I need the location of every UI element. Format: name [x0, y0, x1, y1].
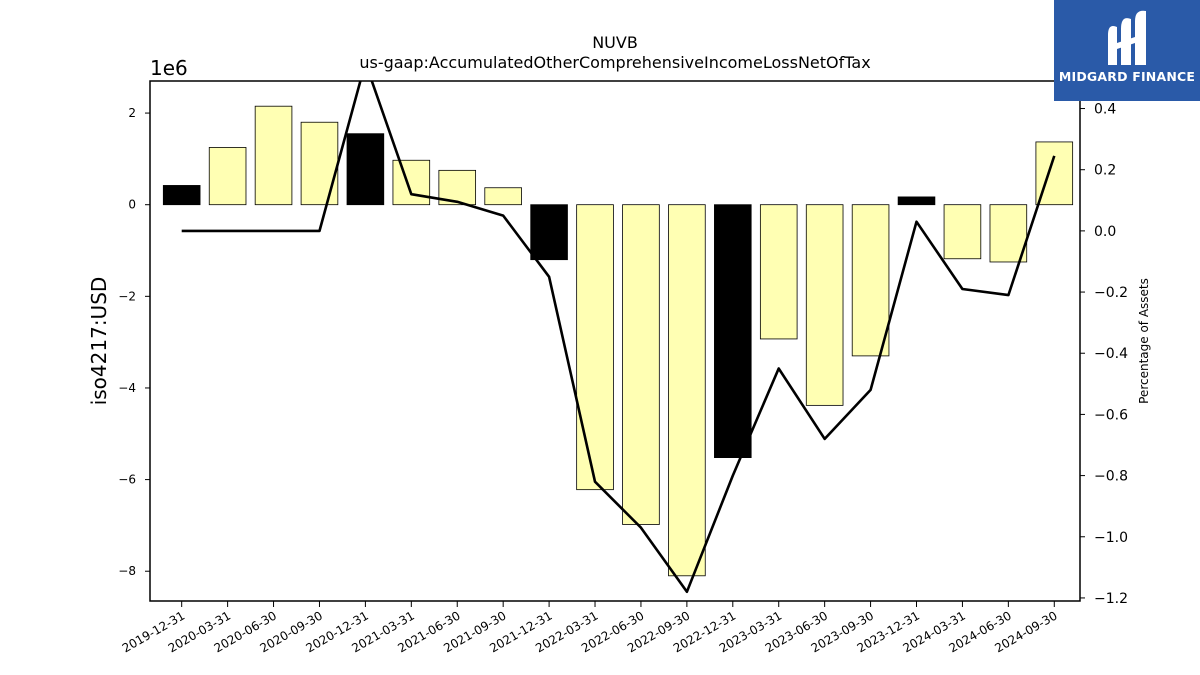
bar: [622, 204, 660, 525]
chart-title: NUVB: [592, 33, 638, 52]
y-right-tick-label: −0.4: [1094, 346, 1128, 362]
y-axis-right-label: Percentage of Assets: [1137, 278, 1151, 404]
bar: [805, 204, 844, 406]
bar: [484, 187, 522, 206]
y-tick-label: −4: [118, 381, 136, 395]
bar: [714, 204, 752, 458]
bar: [668, 204, 706, 577]
y-right-tick-label: −0.2: [1094, 285, 1128, 301]
bar: [162, 185, 201, 206]
bar: [851, 204, 890, 357]
y-axis-label: iso4217:USD: [87, 277, 111, 406]
bar: [576, 204, 614, 491]
y-right-tick-label: −0.6: [1094, 407, 1128, 423]
chart-subtitle: us-gaap:AccumulatedOtherComprehensiveInc…: [359, 53, 870, 72]
bar: [759, 204, 798, 340]
y-multiplier-label: 1e6: [150, 56, 188, 80]
bar: [989, 204, 1028, 263]
y-tick-label: −2: [118, 289, 136, 303]
plot-area: 2 0 −2 −4 −6 −8 0.4 0.2 0.0 −0.2 −0.4 −0.6 −0.8 −1.0 −…: [118, 81, 1128, 655]
y-tick-label: 0: [128, 198, 136, 212]
midgard-finance-logo: MIDGARD FINANCE: [1054, 0, 1200, 101]
y-tick-label: 2: [128, 106, 136, 120]
bar: [346, 133, 385, 206]
y-right-tick-label: 0.0: [1094, 224, 1116, 240]
plot-frame: [149, 80, 1081, 602]
bar: [392, 159, 431, 206]
y-right-tick-label: −1.2: [1094, 591, 1128, 607]
bar: [530, 204, 568, 261]
y-tick-label: −8: [118, 564, 136, 578]
bar: [208, 147, 247, 206]
logo-text: MIDGARD FINANCE: [1058, 69, 1196, 84]
midgard-logo-icon: [1108, 10, 1146, 65]
y-right-tick-label: 0.2: [1094, 163, 1116, 179]
y-right-tick-label: 0.4: [1094, 102, 1116, 118]
y-tick-label: −6: [118, 473, 136, 487]
percentage-line: [181, 81, 1056, 594]
y-right-tick-label: −1.0: [1094, 530, 1128, 546]
bar: [300, 121, 339, 206]
y-right-tick-label: −0.8: [1094, 469, 1128, 485]
bar: [897, 196, 936, 206]
bar: [254, 105, 293, 206]
bar: [943, 204, 982, 260]
